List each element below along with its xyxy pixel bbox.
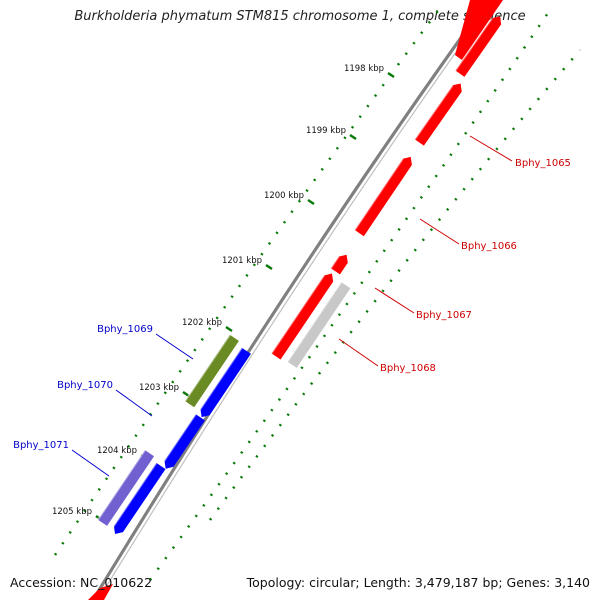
gene-segment-top: [455, 0, 503, 60]
backbone-shadow-line: [97, 0, 494, 600]
kbp-tick-mark: [225, 325, 233, 333]
gene-bphy-1070-b-highlight: [160, 413, 197, 467]
gene-label-bphy-1067[interactable]: Bphy_1067: [416, 310, 472, 321]
kbp-tick-label: 1199 kbp: [306, 126, 346, 136]
gene-label-bphy-1070[interactable]: Bphy_1070: [57, 380, 113, 391]
kbp-tick-label: 1203 kbp: [139, 383, 179, 393]
gene-bphy-1071[interactable]: [97, 449, 155, 526]
gene-label-bphy-1069[interactable]: Bphy_1069: [97, 324, 153, 335]
kbp-tick-label: 1205 kbp: [52, 507, 92, 517]
gene-bphy-1067[interactable]: [270, 270, 336, 360]
gene-label-bphy-1071[interactable]: Bphy_1071: [13, 440, 69, 451]
gene-bphy-1069[interactable]: [184, 334, 239, 408]
kbp-tick-mark: [387, 71, 395, 79]
outer-tick-ring-2: [208, 49, 581, 521]
gene-bphy-1070-b-body: [164, 414, 205, 469]
gene-bphy-1067-tip-body: [330, 254, 348, 275]
gene-bphy-1071-b-highlight: [109, 462, 158, 532]
gene-segment-top-2-body: [455, 16, 502, 77]
gene-bphy-1067-tip-highlight: [330, 256, 340, 269]
backbone-line: [91, 0, 490, 600]
map-title: Burkholderia phymatum STM815 chromosome …: [74, 9, 526, 24]
inner-tick-ring: [53, 7, 442, 556]
gene-label-bphy-1066[interactable]: Bphy_1066: [461, 241, 517, 252]
gene-layer[interactable]: [88, 0, 505, 600]
kbp-tick-mark: [265, 263, 273, 271]
gene-leader-line: [71, 449, 110, 477]
gene-label-bphy-1065[interactable]: Bphy_1065: [515, 158, 571, 169]
gene-bphy-1068[interactable]: [286, 281, 351, 368]
gene-bphy-1070-a-highlight: [196, 347, 243, 415]
gene-bphy-1067-body: [271, 273, 334, 360]
kbp-tick-mark: [307, 198, 315, 206]
label-layer: 1198 kbp 1199 kbp 1200 kbp 1201 kbp 1202 kbp…: [13, 64, 571, 517]
kbp-tick-mark: [349, 133, 357, 141]
gene-bphy-1069-body: [185, 334, 239, 408]
gene-bphy-1066[interactable]: [353, 154, 416, 237]
gene-bphy-1065[interactable]: [414, 80, 465, 146]
kbp-tick-label: 1204 kbp: [97, 446, 137, 456]
gene-bphy-1067-highlight: [270, 274, 325, 354]
gene-bphy-1069-highlight: [184, 334, 231, 402]
gene-bphy-1071-b-body: [113, 462, 166, 534]
kbp-tick-label: 1201 kbp: [222, 256, 262, 266]
gene-bphy-1071-highlight: [97, 449, 146, 521]
kbp-tick-label: 1202 kbp: [182, 318, 222, 328]
gene-bphy-1071-b[interactable]: [109, 462, 166, 537]
gene-bphy-1071-body: [97, 450, 155, 526]
gene-leader-line: [155, 333, 194, 360]
topology-stats: Topology: circular; Length: 3,479,187 bp…: [246, 575, 590, 590]
kbp-tick-label: 1200 kbp: [264, 191, 304, 201]
gene-segment-bottom: [88, 584, 113, 600]
gene-leader-line: [115, 389, 153, 417]
gene-leader-line: [374, 287, 415, 314]
kbp-tick-mark: [182, 390, 190, 398]
gene-leader-line: [419, 218, 460, 245]
gene-bphy-1068-body: [287, 282, 351, 368]
gene-label-bphy-1068[interactable]: Bphy_1068: [380, 363, 436, 374]
gene-bphy-1070-a-body: [200, 347, 251, 418]
gene-segment-top-2[interactable]: [454, 13, 504, 77]
gene-bphy-1065-body: [414, 83, 462, 146]
gene-bphy-1068-highlight: [286, 281, 343, 363]
gene-bphy-1066-body: [354, 156, 412, 237]
gene-leader-line: [338, 338, 379, 367]
backbone: [91, 0, 494, 600]
kbp-tick-label: 1198 kbp: [344, 64, 384, 74]
gene-bphy-1066-highlight: [353, 158, 404, 231]
gene-bphy-1067-tip[interactable]: [330, 252, 351, 275]
gene-segment-top-2-highlight: [454, 17, 493, 72]
outer-tick-ring: [148, 9, 552, 581]
gene-bphy-1070-a[interactable]: [196, 347, 251, 420]
gene-bphy-1070-b[interactable]: [160, 413, 205, 472]
gene-bphy-1065-highlight: [414, 84, 454, 140]
accession-text: Accession: NC_010622: [10, 575, 153, 590]
gene-leader-line: [469, 135, 513, 162]
